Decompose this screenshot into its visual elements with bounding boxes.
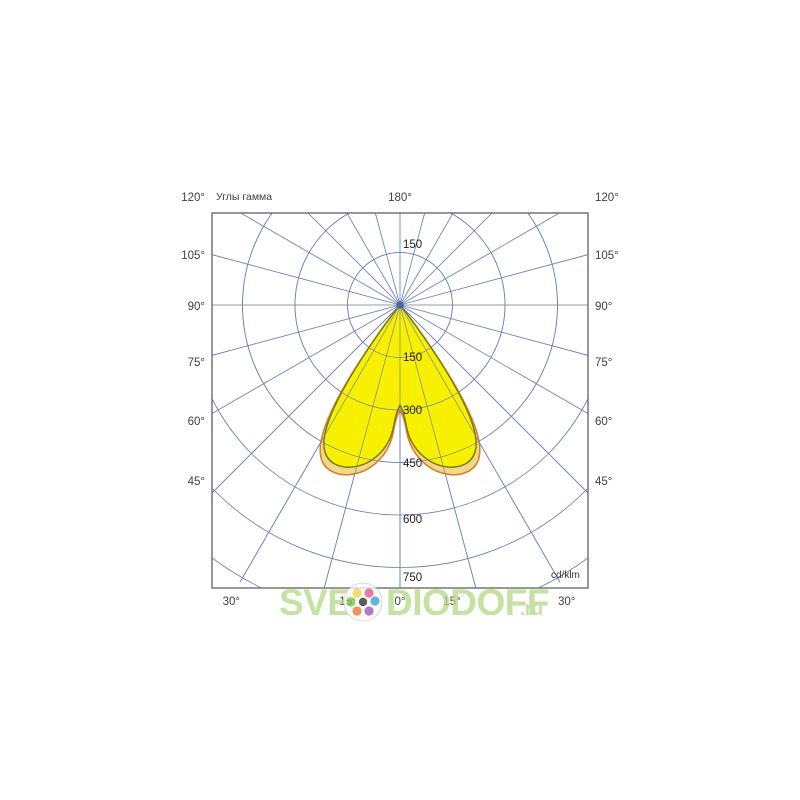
radial-tick-upper-150: 150 — [403, 239, 422, 251]
radial-tick-450: 450 — [403, 458, 422, 470]
gamma-labels-left: 120° 105° 90° 75° 60° 45° 30° — [181, 192, 240, 608]
gamma-right-105: 105° — [595, 250, 619, 262]
unit-label-cd-klm: cd/klm — [551, 570, 580, 581]
watermark-suffix: .ru — [520, 599, 543, 620]
bottom-angle-0: 0° — [395, 596, 406, 608]
gamma-labels-right: 120° 105° 90° 75° 60° 45° 30° — [558, 192, 619, 608]
gamma-left-45: 45° — [188, 476, 205, 488]
color-dot-circle-logo — [343, 582, 383, 622]
gamma-right-120: 120° — [595, 192, 619, 204]
gamma-left-120: 120° — [181, 192, 205, 204]
gamma-left-75: 75° — [188, 357, 205, 369]
radial-tick-150: 150 — [403, 352, 422, 364]
gamma-right-45: 45° — [595, 476, 612, 488]
radial-tick-750: 750 — [403, 572, 422, 584]
radial-tick-labels: 150 300 450 600 750 150 — [403, 239, 422, 584]
gamma-right-75: 75° — [595, 357, 612, 369]
gamma-left-30: 30° — [223, 596, 240, 608]
watermark: SVET DIODOFF .ru — [279, 582, 549, 623]
pole-marker — [396, 301, 404, 309]
grid-spokes-overlay — [212, 304, 588, 588]
polar-grid — [212, 213, 588, 588]
top-angle-label-180: 180° — [388, 192, 412, 204]
gamma-right-60: 60° — [595, 416, 612, 428]
radial-tick-600: 600 — [403, 514, 422, 526]
gamma-right-30: 30° — [558, 596, 575, 608]
watermark-text-right: DIODOFF — [386, 582, 549, 623]
gamma-left-105: 105° — [181, 250, 205, 262]
bottom-angle-15-right: 15° — [443, 596, 460, 608]
chart-frame — [211, 212, 589, 589]
gamma-right-90: 90° — [595, 301, 612, 313]
gamma-left-90: 90° — [188, 301, 205, 313]
axis-caption-gamma-angles: Углы гамма — [216, 191, 272, 203]
gamma-left-60: 60° — [188, 416, 205, 428]
radial-tick-300: 300 — [403, 405, 422, 417]
